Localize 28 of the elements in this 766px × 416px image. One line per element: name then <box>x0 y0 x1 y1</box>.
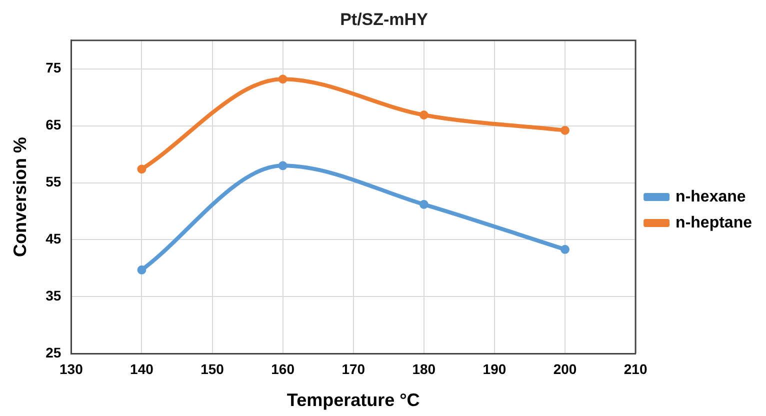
y-tick-label: 35 <box>46 288 62 304</box>
point <box>419 200 428 209</box>
x-tick-label: 130 <box>59 360 84 377</box>
x-tick-label: 190 <box>482 360 506 377</box>
point <box>278 74 288 84</box>
x-tick-label: 140 <box>130 360 154 377</box>
x-tick-label: 200 <box>553 360 577 377</box>
legend-label: n-heptane <box>676 214 752 232</box>
x-tick-label: 210 <box>624 360 648 377</box>
chart-title: Pt/SZ-mHY <box>340 10 429 29</box>
legend-label: n-hexane <box>676 188 746 206</box>
y-tick-label: 75 <box>46 60 62 76</box>
point <box>560 244 570 254</box>
point <box>137 265 146 274</box>
point <box>560 126 570 135</box>
y-tick-label: 65 <box>46 116 62 133</box>
x-tick-label: 170 <box>342 360 366 377</box>
y-tick-label: 45 <box>46 230 62 247</box>
x-axis-title: Temperature °C <box>286 390 420 410</box>
x-tick-label: 160 <box>271 360 295 377</box>
y-axis-title: Conversion % <box>10 136 30 258</box>
point <box>419 110 428 120</box>
y-tick-label: 25 <box>46 344 62 360</box>
point <box>137 164 146 174</box>
point <box>278 161 288 170</box>
x-tick-label: 180 <box>412 360 436 377</box>
x-tick-label: 150 <box>200 360 224 377</box>
y-tick-label: 55 <box>46 174 62 190</box>
